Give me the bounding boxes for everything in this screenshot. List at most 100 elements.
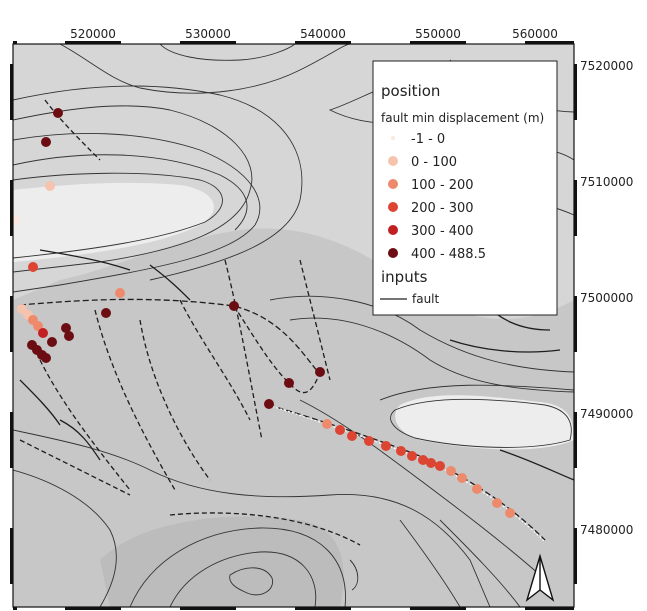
contour-line: [169, 551, 317, 607]
contour-line: [399, 519, 461, 607]
y-tick-label: 7520000: [580, 59, 633, 73]
y-tick-label: 7500000: [580, 291, 633, 305]
fault-point: [505, 508, 515, 518]
fault-line: [94, 309, 176, 491]
fault-point: [322, 419, 332, 429]
contour-line: [129, 527, 346, 607]
contour-line: [13, 132, 261, 293]
fault-line: [179, 299, 251, 421]
fault-point: [335, 425, 345, 435]
fault-point: [457, 473, 467, 483]
fault-point: [264, 399, 274, 409]
fault-line: [449, 339, 561, 353]
fault-point: [45, 181, 55, 191]
fault-line: [19, 298, 319, 373]
fault-point: [446, 466, 456, 476]
legend-class-label: -1 - 0: [411, 132, 445, 147]
fault-point: [315, 367, 325, 377]
fault-line: [19, 379, 61, 426]
fault-point: [41, 137, 51, 147]
fault-point: [347, 431, 357, 441]
fault-line: [19, 439, 131, 496]
legend-subtitle: fault min displacement (m): [381, 111, 544, 125]
contour-line: [349, 559, 359, 591]
contour-line: [390, 398, 572, 448]
x-tick-label: 520000: [70, 27, 116, 41]
frame-ticks: [10, 41, 577, 610]
fault-point: [61, 323, 71, 333]
contour-line: [229, 567, 274, 596]
fault-lines: [19, 99, 574, 546]
north-arrow-icon: [525, 553, 555, 602]
contour-lines: [13, 44, 574, 607]
legend-class-label: 200 - 300: [411, 201, 474, 216]
fault-line: [139, 319, 211, 481]
lowland-area: [100, 516, 344, 607]
fault-line: [44, 99, 101, 161]
fault-point: [64, 331, 74, 341]
fault-line: [169, 512, 361, 546]
y-tick-label: 7490000: [580, 407, 633, 421]
fault-point: [472, 484, 482, 494]
contour-line: [439, 519, 521, 607]
contour-line: [13, 429, 491, 607]
y-tick-label: 7510000: [580, 175, 633, 189]
x-tick-label: 530000: [185, 27, 231, 41]
basin-area-east: [395, 395, 574, 450]
legend: position fault min displacement (m) -1 -…: [372, 60, 558, 316]
fault-points: [13, 108, 515, 518]
legend-swatch-icon: [388, 179, 398, 189]
fault-line: [499, 449, 574, 481]
fault-point: [418, 455, 428, 465]
fault-point: [53, 108, 63, 118]
legend-swatch-icon: [388, 225, 398, 235]
legend-swatch-icon: [391, 136, 395, 140]
contour-line: [59, 44, 351, 94]
x-axis-labels: 520000 530000 540000 550000 560000: [70, 27, 558, 41]
legend-box: [372, 60, 558, 316]
legend-inputs-title: inputs: [381, 268, 428, 286]
x-tick-label: 550000: [415, 27, 461, 41]
fault-point: [33, 321, 43, 331]
contour-line: [13, 85, 303, 281]
legend-title: position: [381, 82, 440, 100]
y-axis-labels: 7520000 7510000 7500000 7490000 7480000: [580, 59, 633, 537]
fault-point: [101, 308, 111, 318]
fault-line: [59, 419, 101, 461]
fault-point: [115, 288, 125, 298]
fault-point: [396, 446, 406, 456]
contour-line: [299, 399, 541, 576]
y-tick-label: 7480000: [580, 523, 633, 537]
fault-point: [426, 458, 436, 468]
legend-swatch-icon: [388, 156, 398, 166]
fault-line: [39, 359, 131, 491]
fault-point: [284, 378, 294, 388]
fault-point: [229, 301, 239, 311]
legend-swatch-icon: [388, 248, 398, 258]
contour-line: [289, 317, 574, 393]
fault-line: [149, 264, 191, 301]
fault-point: [435, 461, 445, 471]
contour-line: [13, 105, 253, 273]
legend-class-label: 0 - 100: [411, 155, 457, 170]
legend-class-label: 300 - 400: [411, 224, 474, 239]
x-tick-label: 540000: [300, 27, 346, 41]
contour-line: [13, 172, 223, 259]
contour-line: [13, 154, 248, 231]
fault-line: [233, 305, 321, 394]
contour-line: [269, 295, 574, 373]
legend-class-label: 400 - 488.5: [411, 247, 486, 262]
contour-line: [379, 384, 574, 401]
legend-swatch-icon: [388, 202, 398, 212]
fault-point: [38, 328, 48, 338]
contour-line: [13, 469, 117, 607]
fault-point: [381, 441, 391, 451]
fault-point: [41, 353, 51, 363]
fault-point: [28, 262, 38, 272]
fault-line: [39, 249, 131, 271]
fault-line: [224, 259, 263, 441]
contour-line: [159, 44, 296, 61]
fault-line: [268, 404, 546, 541]
fault-point: [47, 337, 57, 347]
